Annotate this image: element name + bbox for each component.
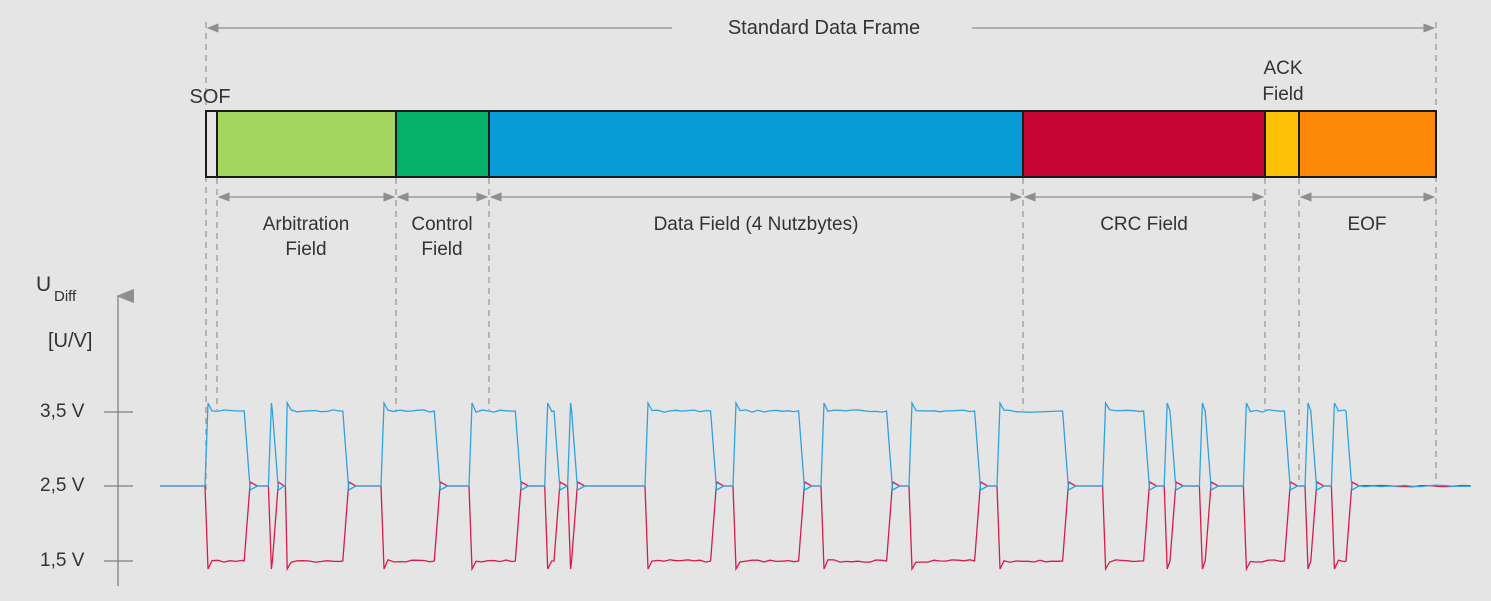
field-sof-segment xyxy=(205,110,218,178)
field-eof-label: EOF xyxy=(1347,214,1386,235)
field-control-segment xyxy=(395,110,490,178)
field-crc-label: CRC Field xyxy=(1100,214,1188,235)
y-axis-label-main: U xyxy=(36,273,51,296)
field-ack-label-line2: Field xyxy=(1262,84,1303,105)
field-arbitration-label-line2: Field xyxy=(285,239,326,260)
field-crc-segment xyxy=(1022,110,1266,178)
field-bar xyxy=(205,110,1437,178)
y-tick-3-5: 3,5 V xyxy=(40,401,85,422)
field-ack-label-line1: ACK xyxy=(1263,58,1302,79)
field-arbitration-label-line1: Arbitration xyxy=(263,214,350,235)
frame-title: Standard Data Frame xyxy=(728,17,920,39)
signal-waveforms xyxy=(160,400,1472,572)
field-arbitration-segment xyxy=(216,110,397,178)
can-high-waveform xyxy=(160,400,1472,492)
frame-dimension: Standard Data Frame xyxy=(206,17,1436,39)
y-axis: U Diff [U/V] 3,5 V 2,5 V 1,5 V xyxy=(36,273,135,586)
field-data-segment xyxy=(488,110,1024,178)
field-control-label-line1: Control xyxy=(411,214,472,235)
can-low-waveform xyxy=(160,480,1472,572)
y-axis-unit: [U/V] xyxy=(48,330,92,352)
field-control-label-line2: Field xyxy=(421,239,462,260)
field-ack-segment xyxy=(1264,110,1300,178)
field-data-label: Data Field (4 Nutzbytes) xyxy=(654,214,859,235)
y-axis-label-sub: Diff xyxy=(54,288,77,305)
field-sof-label: SOF xyxy=(189,86,230,108)
field-eof-segment xyxy=(1298,110,1437,178)
y-tick-2-5: 2,5 V xyxy=(40,475,85,496)
boundary-guides xyxy=(205,22,1437,490)
y-tick-1-5: 1,5 V xyxy=(40,550,85,571)
